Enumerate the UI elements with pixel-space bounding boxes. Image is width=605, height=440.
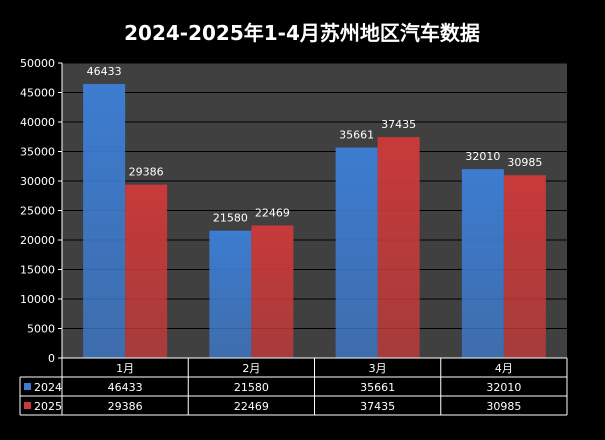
table-cell: 35661 <box>360 381 395 394</box>
bar-2025-1 <box>125 184 168 358</box>
y-tick-label: 30000 <box>20 175 55 188</box>
legend-label: 2025 <box>34 400 62 413</box>
table-cell: 37435 <box>360 400 395 413</box>
y-tick-label: 40000 <box>20 116 55 129</box>
data-label: 21580 <box>213 212 248 225</box>
table-cell: 46433 <box>108 381 143 394</box>
x-tick-label: 2月 <box>242 362 260 375</box>
y-tick-label: 45000 <box>20 87 55 100</box>
bar-2024-3 <box>335 147 378 358</box>
y-tick-label: 35000 <box>20 146 55 159</box>
y-tick-label: 15000 <box>20 264 55 277</box>
data-label: 22469 <box>255 206 290 219</box>
data-label: 35661 <box>339 129 374 142</box>
table-cell: 21580 <box>234 381 269 394</box>
bar-2024-2 <box>209 230 252 358</box>
bar-2025-4 <box>503 175 546 358</box>
table-cell: 32010 <box>486 381 521 394</box>
table-cell: 22469 <box>234 400 269 413</box>
table-cell: 30985 <box>486 400 521 413</box>
chart-title: 2024-2025年1-4月苏州地区汽车数据 <box>124 21 480 45</box>
data-label: 37435 <box>381 118 416 131</box>
y-tick-label: 10000 <box>20 293 55 306</box>
data-table: 1月 2月 3月 4月 2024 46433 21580 35661 32010 2025 2938… <box>19 357 568 416</box>
legend-key-2025 <box>24 402 31 409</box>
bars <box>83 84 546 359</box>
data-label: 46433 <box>87 65 122 78</box>
y-tick-label: 5000 <box>27 323 55 336</box>
x-tick-label: 1月 <box>116 362 134 375</box>
y-tick-label: 50000 <box>20 57 55 70</box>
y-tick-label: 0 <box>48 352 55 365</box>
legend-label: 2024 <box>34 381 62 394</box>
bar-2025-2 <box>251 225 294 358</box>
y-tick-label: 20000 <box>20 234 55 247</box>
data-label: 32010 <box>465 150 500 163</box>
bar-2024-4 <box>461 169 504 358</box>
x-tick-label: 3月 <box>369 362 387 375</box>
legend-key-2024 <box>24 383 31 390</box>
table-cell: 29386 <box>108 400 143 413</box>
y-tick-label: 25000 <box>20 205 55 218</box>
bar-2025-3 <box>377 137 420 358</box>
data-labels: 46433 29386 21580 22469 35661 37435 32010 30985 <box>87 65 543 225</box>
bar-2024-1 <box>83 84 126 359</box>
data-label: 29386 <box>129 166 164 179</box>
y-axis: 0 5000 10000 15000 20000 25000 30000 35000 40000… <box>20 57 63 365</box>
data-label: 30985 <box>507 156 542 169</box>
x-tick-label: 4月 <box>495 362 513 375</box>
